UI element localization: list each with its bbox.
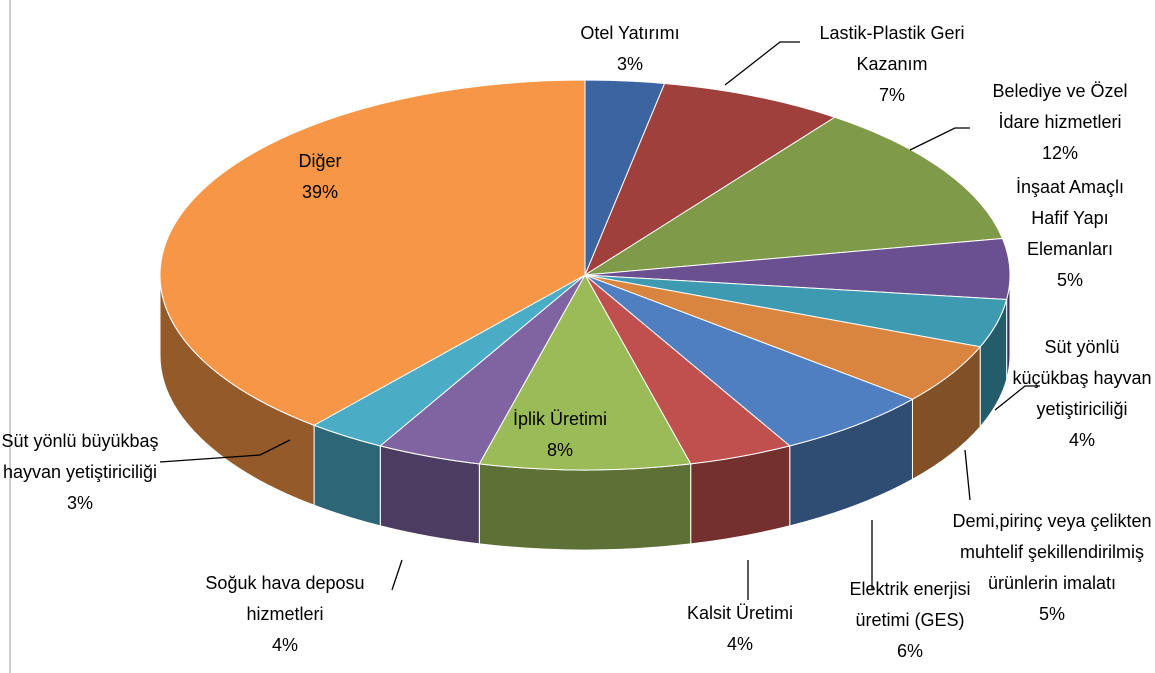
slice-name: Demi,pirinç veya çelikten muhtelif şekil… [952,511,1152,593]
slice-label: Soğuk hava deposu hizmetleri 4% [165,568,405,661]
slice-value: 6% [896,641,923,661]
slice-label: Süt yönlü büyükbaş hayvan yetiştiriciliğ… [0,426,160,519]
slice-name: Süt yönlü küçükbaş hayvan yetiştiriciliğ… [1012,337,1152,419]
slice-value: 4% [271,635,298,655]
slice [584,274,914,447]
slice [583,82,836,277]
slice-name: İnşaat Amaçlı Hafif Yapı Elemanları [1015,177,1125,259]
slice-label: İplik Üretimi 8% [485,404,635,466]
leader-line [159,439,291,463]
slice-value: 3% [66,493,93,513]
slice-value: 5% [1038,604,1065,624]
slice [584,116,1004,276]
slice-value: 7% [878,85,905,105]
slice [159,79,586,426]
slice-label: Belediye ve Özel İdare hizmetleri 12% [970,76,1150,169]
slice-value: 3% [616,54,643,74]
slice-name: Diğer [298,151,342,171]
leader-line [724,41,800,86]
slice-value: 4% [1068,430,1095,450]
leader-line [391,559,403,591]
slice-label: Demi,pirinç veya çelikten muhtelif şekil… [947,506,1155,630]
slice-label: Otel Yatırımı 3% [545,18,715,80]
slice-label: Diğer 39% [270,146,370,208]
slice-name: İplik Üretimi [512,409,607,429]
slice-label: Kalsit Üretimi 4% [665,598,815,660]
slice-name: Elektrik enerjisi üretimi (GES) [849,579,971,630]
slice-side [478,463,692,551]
slice-name: Soğuk hava deposu hizmetleri [205,573,365,624]
slice-label: Elektrik enerjisi üretimi (GES) 6% [825,574,995,667]
slice-name: Lastik-Plastik Geri Kazanım [819,23,965,74]
slice [478,273,692,471]
slice-label: İnşaat Amaçlı Hafif Yapı Elemanları 5% [995,172,1145,296]
slice-label: Lastik-Plastik Geri Kazanım 7% [782,18,1002,111]
slice-name: Otel Yatırımı [580,23,680,43]
slice-value: 4% [726,634,753,654]
leader-line [994,385,1040,411]
slice-value: 39% [301,182,339,202]
slice-label: Süt yönlü küçükbaş hayvan yetiştiriciliğ… [1012,332,1152,456]
slice-name: Süt yönlü büyükbaş hayvan yetiştiriciliğ… [1,431,159,482]
slice-value: 8% [546,440,573,460]
slice-value: 5% [1056,270,1083,290]
leader-line [964,449,971,501]
slice-name: Belediye ve Özel İdare hizmetleri [992,81,1128,132]
slice-name: Kalsit Üretimi [686,603,793,623]
leader-line [909,127,970,151]
slice-value: 12% [1041,143,1079,163]
